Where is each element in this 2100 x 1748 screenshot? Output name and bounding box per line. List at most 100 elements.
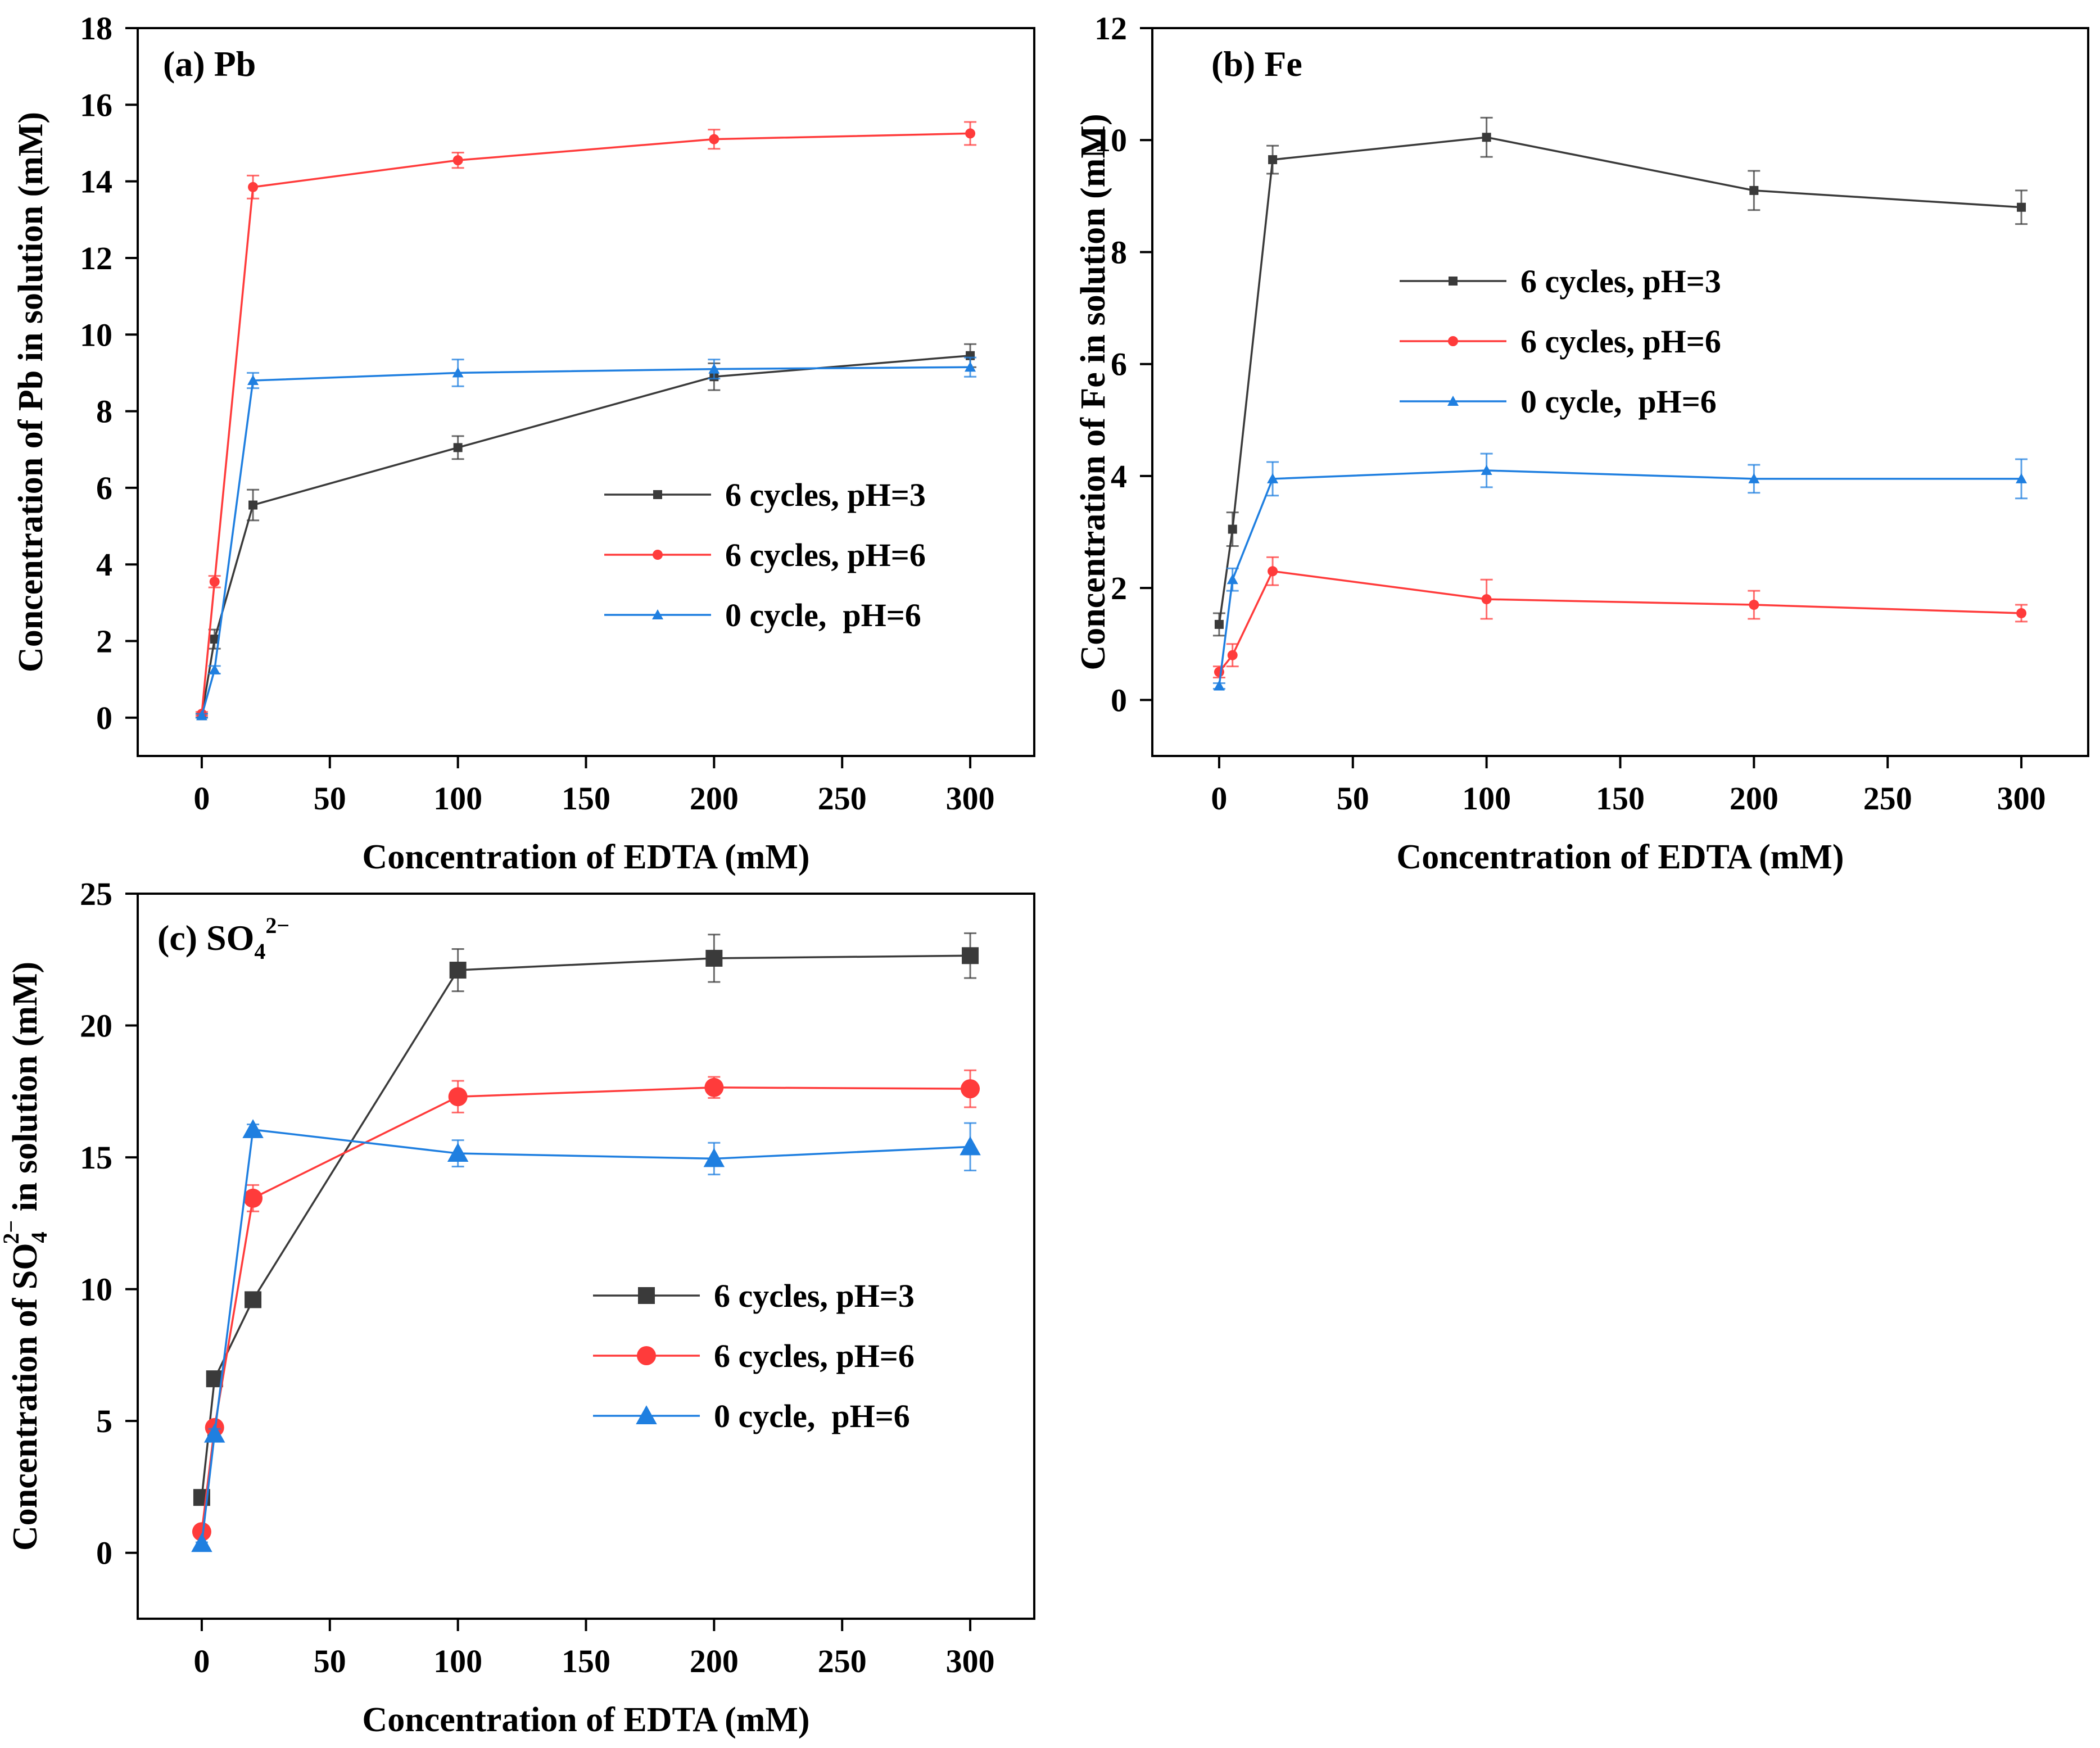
data-point (203, 1423, 225, 1443)
y-tick-label: 10 (80, 316, 112, 353)
legend-label: 6 cycles, pH=6 (725, 537, 926, 573)
series-0 (1212, 116, 2028, 637)
series-line (1218, 136, 2022, 625)
y-tick-label: 0 (96, 1535, 112, 1572)
data-point (1213, 680, 1225, 691)
y-tick-label: 25 (80, 876, 112, 912)
panel-b-fe: 0 50 100 150 200 250 300 0 2 4 6 8 10 12 Concentration… (1074, 10, 2089, 876)
legend-marker (1448, 336, 1458, 346)
x-tick-label: 150 (562, 1643, 610, 1679)
series-1 (1212, 556, 2028, 679)
y-tick-label: 2 (1111, 570, 1127, 606)
x-tick-label: 0 (193, 780, 210, 817)
legend-marker (638, 1287, 655, 1304)
legend-marker (652, 609, 663, 619)
series-line (201, 355, 971, 716)
data-point (209, 664, 220, 674)
legend-entry: 6 cycles, pH=6 (604, 537, 926, 573)
y-tick-label: 5 (96, 1403, 112, 1439)
legend-marker (1447, 396, 1459, 406)
y-tick-label: 20 (80, 1008, 112, 1044)
x-tick-label: 300 (946, 1643, 995, 1679)
legend-label: 6 cycles, pH=3 (1520, 263, 1721, 300)
x-axis-title: Concentration of EDTA (mM) (1396, 838, 1844, 876)
legend-marker (653, 490, 662, 499)
data-point (1228, 524, 1237, 534)
data-point (447, 1143, 469, 1162)
x-tick-label: 50 (314, 780, 346, 817)
legend-label: 6 cycles, pH=6 (714, 1338, 915, 1374)
data-point (703, 1148, 725, 1167)
y-tick-label: 15 (80, 1139, 112, 1176)
x-tick-label: 0 (193, 1643, 210, 1679)
data-point (965, 361, 976, 372)
data-point (210, 635, 219, 644)
legend-entry: 6 cycles, pH=6 (1400, 323, 1721, 360)
data-point (452, 155, 463, 166)
panel-label: (c) SO42− (157, 913, 289, 964)
data-point (965, 128, 976, 139)
data-point (1268, 566, 1278, 577)
panel-label: (a) Pb (163, 44, 256, 84)
series-line (201, 1128, 971, 1544)
y-tick-label: 0 (96, 700, 112, 736)
y-tick-label: 10 (1094, 122, 1127, 159)
data-point (1267, 473, 1279, 483)
legend-label: 6 cycles, pH=3 (714, 1278, 915, 1314)
x-tick-label: 50 (1337, 780, 1369, 817)
data-point (1227, 650, 1238, 660)
y-tick-label: 0 (1111, 682, 1127, 718)
y-axis-title: Concentration of Pb in solution (mM) (12, 112, 50, 672)
y-tick-label: 6 (96, 470, 112, 506)
data-point (1482, 133, 1491, 142)
series-line (201, 954, 971, 1498)
data-point (708, 363, 720, 374)
data-point (705, 949, 723, 967)
legend-marker (1449, 277, 1458, 286)
x-tick-label: 300 (946, 780, 995, 817)
data-point (1481, 464, 1492, 475)
data-point (2016, 473, 2027, 483)
data-point (1268, 155, 1278, 165)
data-point (248, 182, 259, 192)
legend-marker (653, 550, 663, 560)
legend-marker (636, 1405, 657, 1424)
y-tick-label: 8 (96, 393, 112, 430)
legend-label: 6 cycles, pH=3 (725, 477, 926, 513)
series-line (1218, 469, 2022, 686)
y-tick-label: 8 (1111, 234, 1127, 270)
x-tick-label: 300 (1997, 780, 2046, 817)
data-point (1749, 600, 1759, 610)
panel-a-pb: 0 50 100 150 200 250 300 0 2 4 6 8 10 12 14 16 18 Concent… (12, 10, 1035, 876)
y-tick-label: 14 (80, 164, 112, 200)
series-2 (191, 1119, 981, 1552)
data-point (191, 1533, 212, 1552)
y-tick-label: 2 (96, 623, 112, 660)
legend-entry: 0 cycle, pH=6 (1400, 383, 1717, 420)
x-tick-label: 250 (1863, 780, 1912, 817)
series-line (201, 366, 971, 716)
data-point (242, 1119, 264, 1138)
data-point (248, 500, 258, 510)
x-tick-label: 200 (690, 780, 739, 817)
data-point (448, 1087, 468, 1107)
x-tick-label: 0 (1211, 780, 1227, 817)
x-tick-label: 200 (690, 1643, 739, 1679)
data-point (196, 710, 207, 721)
data-point (1214, 619, 1224, 629)
x-tick-label: 50 (314, 1643, 346, 1679)
legend-label: 0 cycle, pH=6 (714, 1398, 910, 1434)
x-tick-label: 100 (433, 1643, 482, 1679)
x-tick-label: 250 (818, 780, 867, 817)
data-point (449, 962, 467, 979)
y-tick-label: 4 (1111, 458, 1127, 495)
legend-entry: 6 cycles, pH=6 (593, 1338, 915, 1374)
data-point (1749, 185, 1759, 195)
data-point (243, 1188, 263, 1208)
legend-label: 0 cycle, pH=6 (1520, 383, 1717, 420)
legend-label: 6 cycles, pH=6 (1520, 323, 1721, 360)
legend-entry: 0 cycle, pH=6 (593, 1398, 910, 1434)
y-axis-title: Concentration of SO42− in solution (mM) (0, 962, 52, 1551)
